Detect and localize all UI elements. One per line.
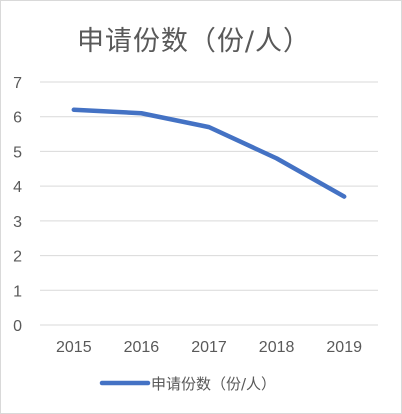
y-tick-label: 5 — [13, 144, 22, 161]
x-axis-ticks: 2015 2016 2017 2018 2019 — [56, 339, 362, 356]
x-tick-label: 2018 — [259, 339, 295, 356]
y-tick-label: 6 — [13, 110, 22, 127]
y-axis-ticks: 0 1 2 3 4 5 6 7 — [13, 75, 22, 335]
y-tick-label: 0 — [13, 318, 22, 335]
y-tick-label: 1 — [13, 283, 22, 300]
y-tick-label: 3 — [13, 214, 22, 231]
x-tick-label: 2016 — [124, 339, 160, 356]
y-tick-label: 7 — [13, 75, 22, 92]
y-tick-label: 4 — [13, 179, 22, 196]
legend-label: 申请份数（份/人） — [151, 375, 276, 393]
chart-title: 申请份数（份/人） — [76, 26, 312, 57]
x-tick-label: 2019 — [326, 339, 362, 356]
legend: 申请份数（份/人） — [99, 375, 276, 393]
x-tick-label: 2017 — [191, 339, 227, 356]
y-tick-label: 2 — [13, 249, 22, 266]
gridlines — [40, 81, 378, 326]
x-tick-label: 2015 — [56, 339, 92, 356]
series-layer — [71, 107, 347, 199]
series-line — [71, 107, 347, 199]
